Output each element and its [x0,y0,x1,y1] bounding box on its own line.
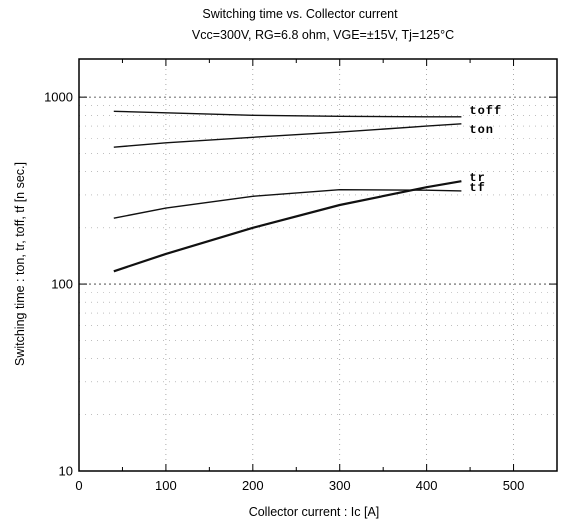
x-tick-label: 400 [416,478,438,493]
series-line-tf [113,180,462,273]
x-tick-label: 200 [242,478,264,493]
y-tick-label: 100 [51,277,73,292]
series-line-tr [113,189,462,219]
y-axis-label: Switching time : ton, tr, toff, tf [n se… [13,162,27,366]
x-tick-label: 500 [503,478,525,493]
series-line-toff [113,110,462,118]
series-label-toff: toff [469,104,502,118]
axis-ticks: 10 100 1000 0 100 200 300 400 500 [44,59,557,493]
series-line-ton [113,123,462,148]
y-tick-label: 1000 [44,90,73,105]
y-tick-label: 10 [59,464,73,479]
x-axis-label: Collector current : Ic [A] [249,505,380,519]
chart-title: Switching time vs. Collector current [202,7,398,21]
series-label-tr: tr [469,171,485,185]
grid [79,59,557,471]
plot-frame [78,58,558,472]
x-tick-label: 0 [75,478,82,493]
series-label-ton: ton [469,123,494,137]
x-tick-label: 100 [155,478,177,493]
x-tick-label: 300 [329,478,351,493]
chart-subtitle: Vcc=300V, RG=6.8 ohm, VGE=±15V, Tj=125°C [192,28,454,42]
series-lines [113,110,462,273]
series-label-tf: tf [469,181,485,195]
